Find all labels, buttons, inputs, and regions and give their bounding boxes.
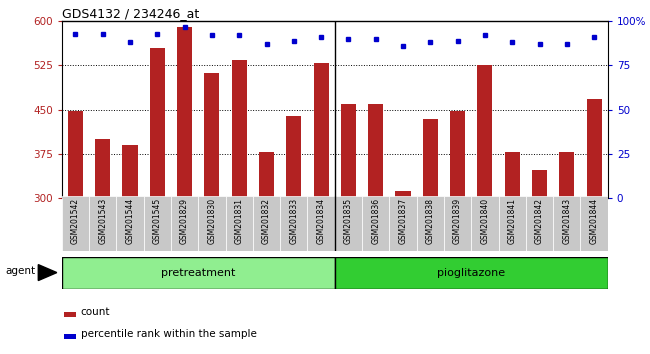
FancyBboxPatch shape [116,196,144,251]
FancyBboxPatch shape [553,196,580,251]
Text: GSM201830: GSM201830 [207,198,216,244]
Text: GSM201543: GSM201543 [98,198,107,244]
FancyBboxPatch shape [62,196,89,251]
Bar [231,59,247,198]
Bar [95,139,110,198]
Bar [450,111,465,198]
Bar [586,99,602,198]
FancyBboxPatch shape [171,196,198,251]
Bar [150,48,165,198]
FancyBboxPatch shape [307,196,335,251]
Text: GSM201836: GSM201836 [371,198,380,244]
FancyBboxPatch shape [280,196,307,251]
FancyBboxPatch shape [444,196,471,251]
Bar [204,73,220,198]
FancyBboxPatch shape [198,196,226,251]
Text: GSM201545: GSM201545 [153,198,162,244]
FancyBboxPatch shape [499,196,526,251]
Text: GSM201844: GSM201844 [590,198,599,244]
FancyBboxPatch shape [389,196,417,251]
Bar [286,116,302,198]
Text: GSM201829: GSM201829 [180,198,189,244]
Text: GSM201841: GSM201841 [508,198,517,244]
FancyBboxPatch shape [526,196,553,251]
Text: pretreatment: pretreatment [161,268,235,278]
FancyBboxPatch shape [580,196,608,251]
Polygon shape [38,265,57,280]
Text: GSM201542: GSM201542 [71,198,80,244]
FancyBboxPatch shape [253,196,280,251]
Bar [559,152,575,198]
Bar [335,257,608,289]
Text: GSM201834: GSM201834 [317,198,326,244]
Text: GSM201837: GSM201837 [398,198,408,244]
Text: GSM201843: GSM201843 [562,198,571,244]
Bar [422,119,438,198]
Text: percentile rank within the sample: percentile rank within the sample [81,329,257,339]
Text: GSM201832: GSM201832 [262,198,271,244]
Text: GSM201839: GSM201839 [453,198,462,244]
Bar [259,152,274,198]
Text: GSM201842: GSM201842 [535,198,544,244]
Bar [313,63,329,198]
Text: count: count [81,307,110,317]
Bar [504,152,520,198]
Text: pioglitazone: pioglitazone [437,268,505,278]
Bar [68,111,83,198]
FancyBboxPatch shape [362,196,389,251]
Bar [341,104,356,198]
Bar [64,334,77,339]
FancyBboxPatch shape [226,196,253,251]
FancyBboxPatch shape [471,196,499,251]
Text: GSM201840: GSM201840 [480,198,489,244]
Bar [177,27,192,198]
Text: GSM201835: GSM201835 [344,198,353,244]
Text: agent: agent [5,266,35,276]
Bar [62,257,335,289]
Text: GSM201831: GSM201831 [235,198,244,244]
Bar [64,312,77,317]
FancyBboxPatch shape [417,196,444,251]
Text: GSM201544: GSM201544 [125,198,135,244]
FancyBboxPatch shape [335,196,362,251]
Bar [395,191,411,198]
Text: GDS4132 / 234246_at: GDS4132 / 234246_at [62,7,199,20]
Text: GSM201838: GSM201838 [426,198,435,244]
FancyBboxPatch shape [89,196,116,251]
Bar [477,65,493,198]
Bar [532,170,547,198]
Bar [368,104,384,198]
Text: GSM201833: GSM201833 [289,198,298,244]
Bar [122,145,138,198]
FancyBboxPatch shape [144,196,171,251]
